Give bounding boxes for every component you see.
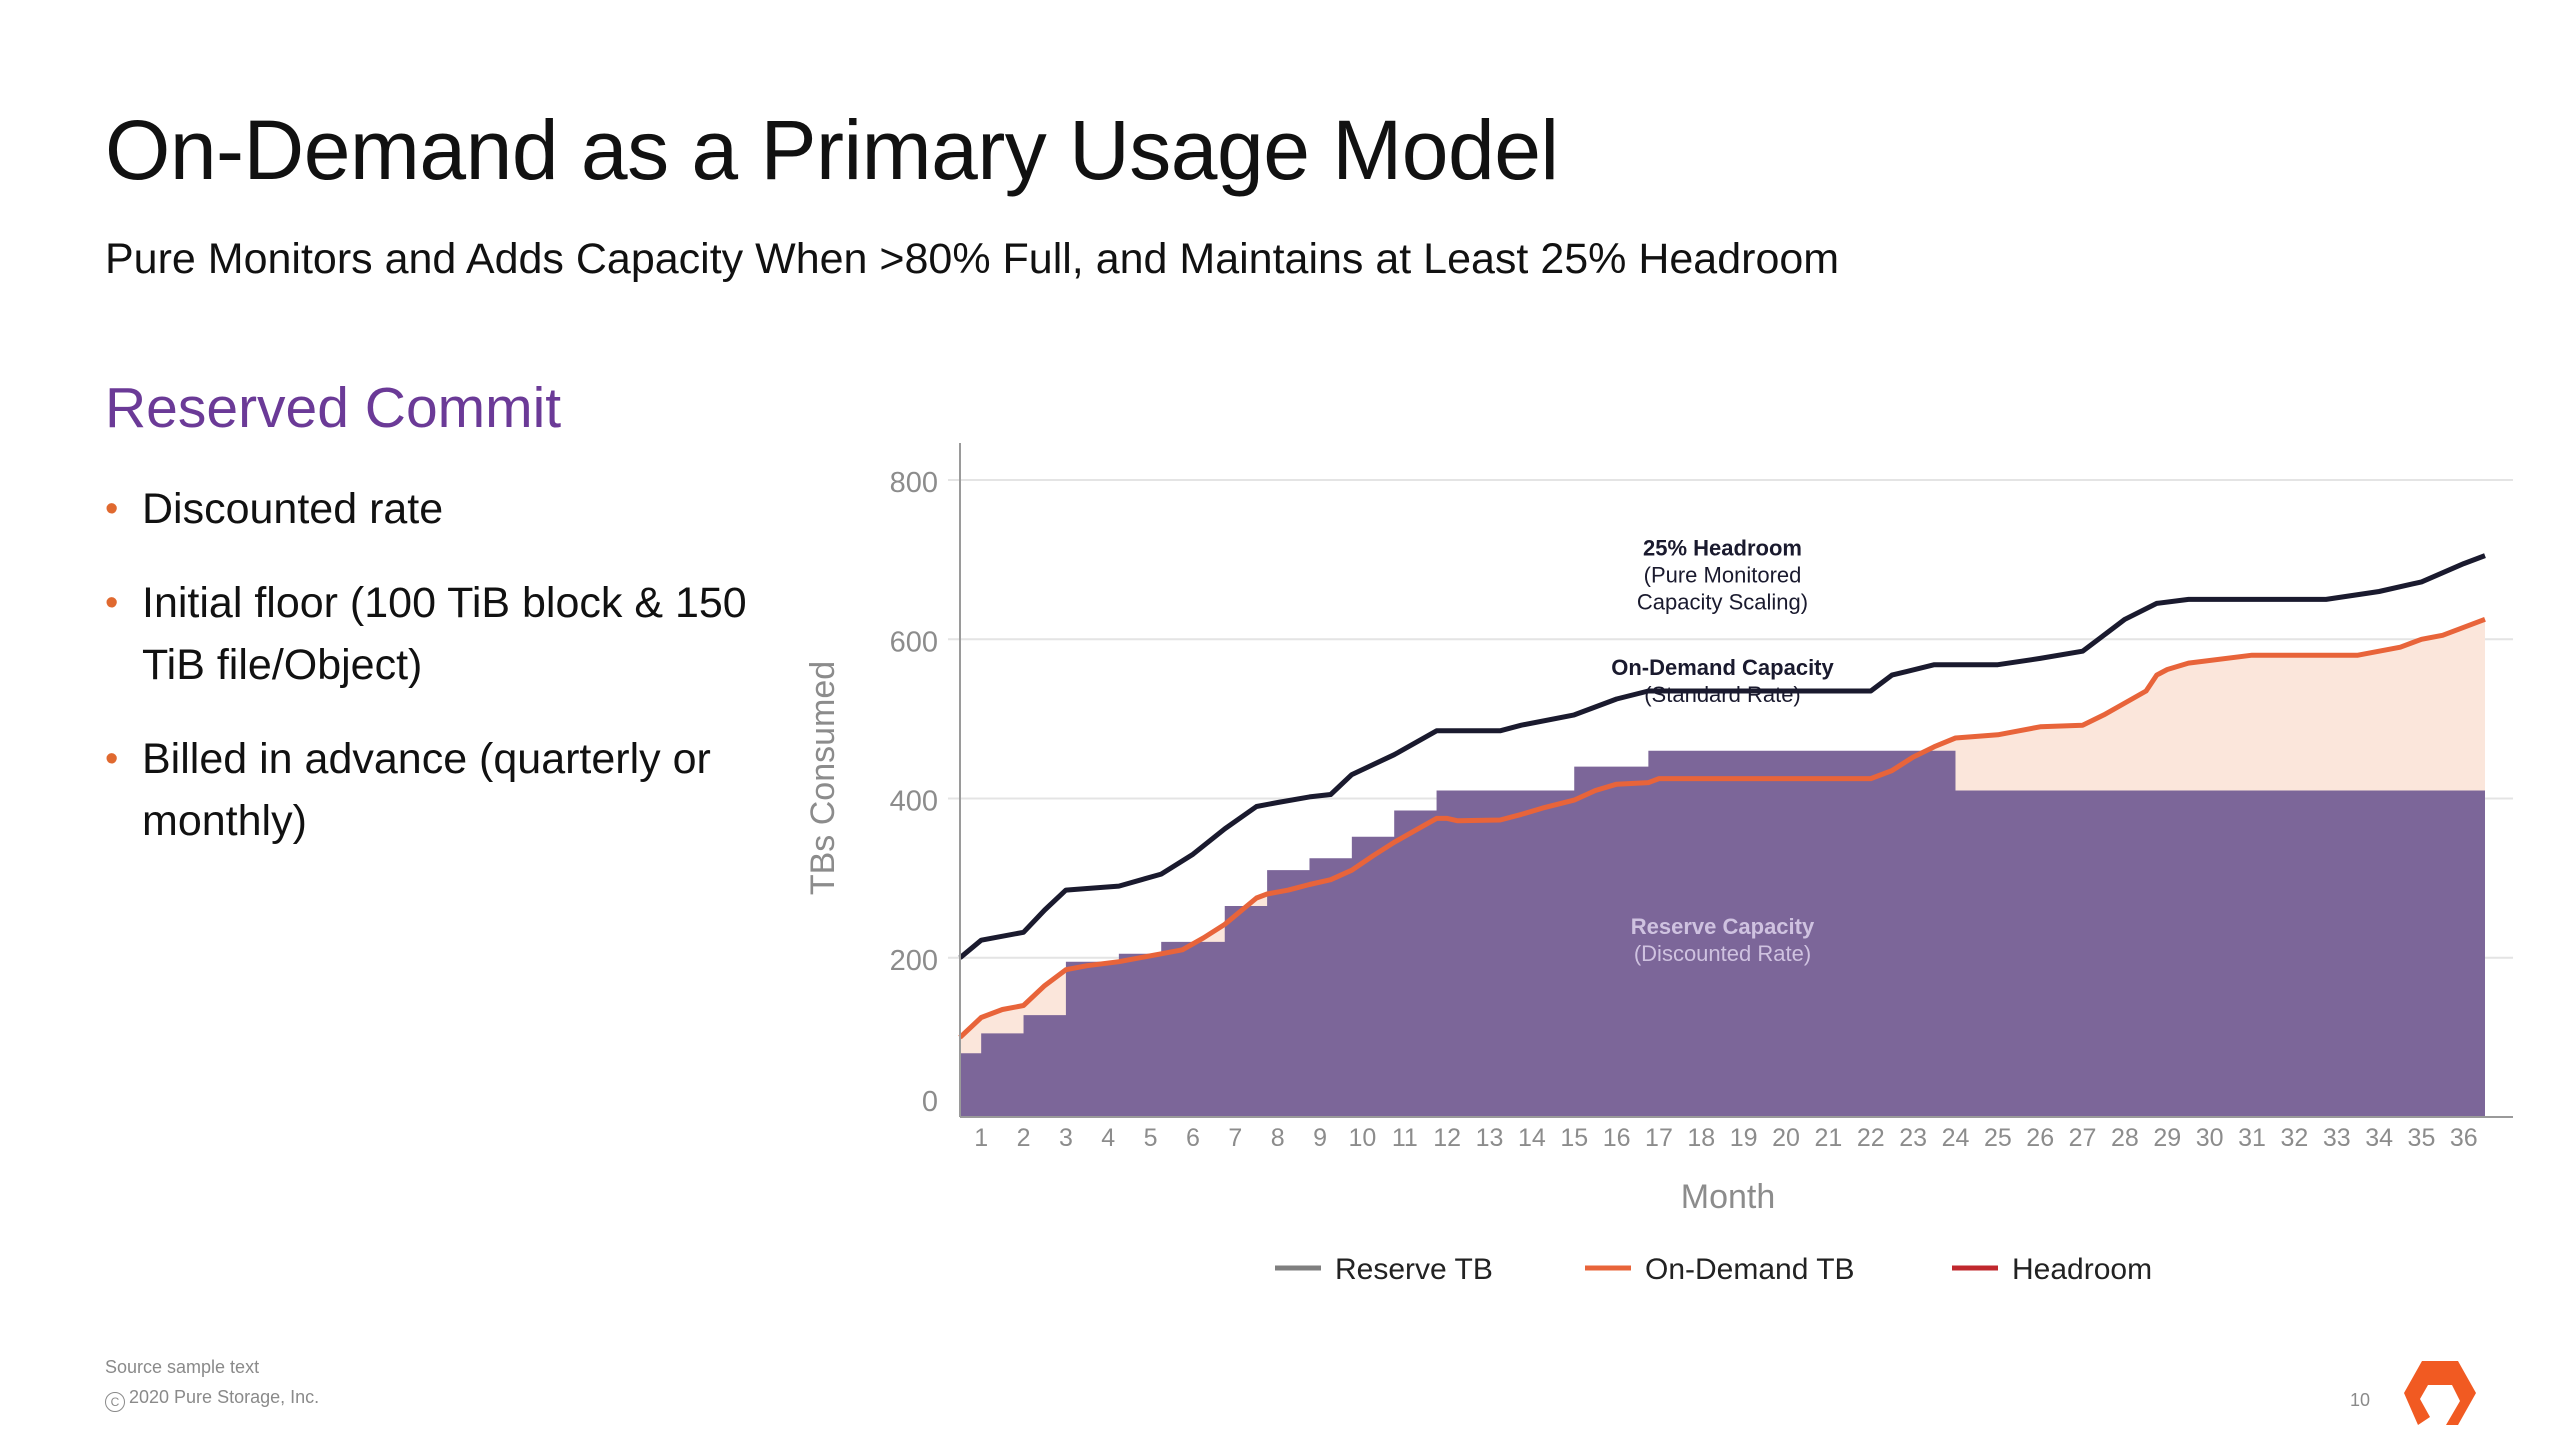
x-tick-label: 6 [1186,1124,1200,1152]
legend-label: Reserve TB [1335,1253,1493,1286]
x-tick-label: 4 [1101,1124,1115,1152]
x-tick-label: 28 [2111,1124,2139,1152]
x-tick-label: 3 [1059,1124,1073,1152]
annotation-label: Reserve Capacity [1631,914,1815,939]
x-tick-label: 5 [1144,1124,1158,1152]
legend-label: On-Demand TB [1645,1253,1855,1286]
bullet-item: • Initial floor (100 TiB block & 150 TiB … [105,572,795,696]
annotation-label: (Standard Rate) [1644,682,1801,707]
x-tick-label: 24 [1942,1124,1970,1152]
slide-subtitle: Pure Monitors and Adds Capacity When >80… [105,235,1840,283]
pure-storage-logo-icon [2404,1361,2476,1425]
x-tick-label: 17 [1645,1124,1673,1152]
chart-legend: Reserve TB On-Demand TB Headroom [1275,1253,2152,1286]
copyright: C 2020 Pure Storage, Inc. [105,1387,319,1412]
area-layer [960,619,2485,1117]
x-tick-label: 15 [1560,1124,1588,1152]
source-note: Source sample text [105,1357,260,1377]
line-layer [958,553,2486,1040]
copyright-symbol: C [105,1392,125,1412]
x-tick-label: 29 [2153,1124,2181,1152]
y-tick-label: 600 [890,626,938,658]
x-tick-label: 19 [1730,1124,1758,1152]
x-tick-label: 30 [2196,1124,2224,1152]
y-tick-label: 800 [890,467,938,499]
bullet-text: Discounted rate [142,485,444,533]
x-tick-label: 13 [1476,1124,1504,1152]
x-tick-label: 27 [2069,1124,2097,1152]
bullet-list: • Discounted rate • Initial floor (100 TiB… [105,478,795,884]
annotation-label: (Pure Monitored [1644,563,1802,588]
x-tick-label: 34 [2365,1124,2393,1152]
annotation-label: On-Demand Capacity [1611,655,1834,680]
y-tick-label: 400 [890,786,938,818]
page-number: 10 [2350,1390,2371,1410]
legend-label: Headroom [2012,1253,2152,1286]
x-tick-label: 18 [1687,1124,1715,1152]
x-tick-label: 20 [1772,1124,1800,1152]
x-tick-label: 10 [1349,1124,1377,1152]
x-tick-label: 22 [1857,1124,1885,1152]
reserve-capacity-area [960,750,2485,1117]
copyright-text: 2020 Pure Storage, Inc. [129,1387,320,1407]
x-tick-label: 11 [1392,1124,1418,1152]
x-tick-label: 9 [1313,1124,1327,1152]
x-tick-label: 25 [1984,1124,2012,1152]
x-tick-label: 21 [1814,1124,1842,1152]
bullet-item: • Billed in advance (quarterly or monthly… [105,728,795,852]
x-tick-label: 32 [2280,1124,2308,1152]
x-tick-label: 14 [1518,1124,1546,1152]
x-tick-label: 12 [1433,1124,1461,1152]
bullet-item: • Discounted rate [105,478,795,540]
bullet-icon: • [105,488,119,530]
x-tick-label: 16 [1603,1124,1631,1152]
x-tick-label: 33 [2323,1124,2351,1152]
bullet-icon: • [105,582,119,624]
on-demand-line [958,616,2486,1040]
x-tick-label: 26 [2026,1124,2054,1152]
y-tick-label: 200 [890,945,938,977]
x-tick-label: 7 [1228,1124,1242,1152]
slide-title: On-Demand as a Primary Usage Model [105,103,1559,197]
y-axis-title: TBs Consumed [804,661,842,895]
headroom-line [958,553,2486,960]
x-tick-label: 31 [2238,1124,2266,1152]
bullet-text: Billed in advance (quarterly or monthly) [142,735,711,845]
y-tick-label: 0 [922,1086,938,1118]
annotation-label: Capacity Scaling) [1637,590,1808,615]
x-tick-label: 8 [1271,1124,1285,1152]
x-tick-label: 1 [974,1124,988,1152]
bullet-icon: • [105,738,119,780]
x-tick-label: 36 [2450,1124,2478,1152]
x-tick-label: 35 [2408,1124,2436,1152]
annotation-label: (Discounted Rate) [1634,941,1811,966]
bullet-text: Initial floor (100 TiB block & 150 TiB f… [142,579,747,689]
annotation-label: 25% Headroom [1643,536,1802,561]
x-tick-label: 23 [1899,1124,1927,1152]
x-tick-label: 2 [1017,1124,1031,1152]
section-heading: Reserved Commit [105,376,562,440]
x-axis-title: Month [1681,1178,1776,1216]
